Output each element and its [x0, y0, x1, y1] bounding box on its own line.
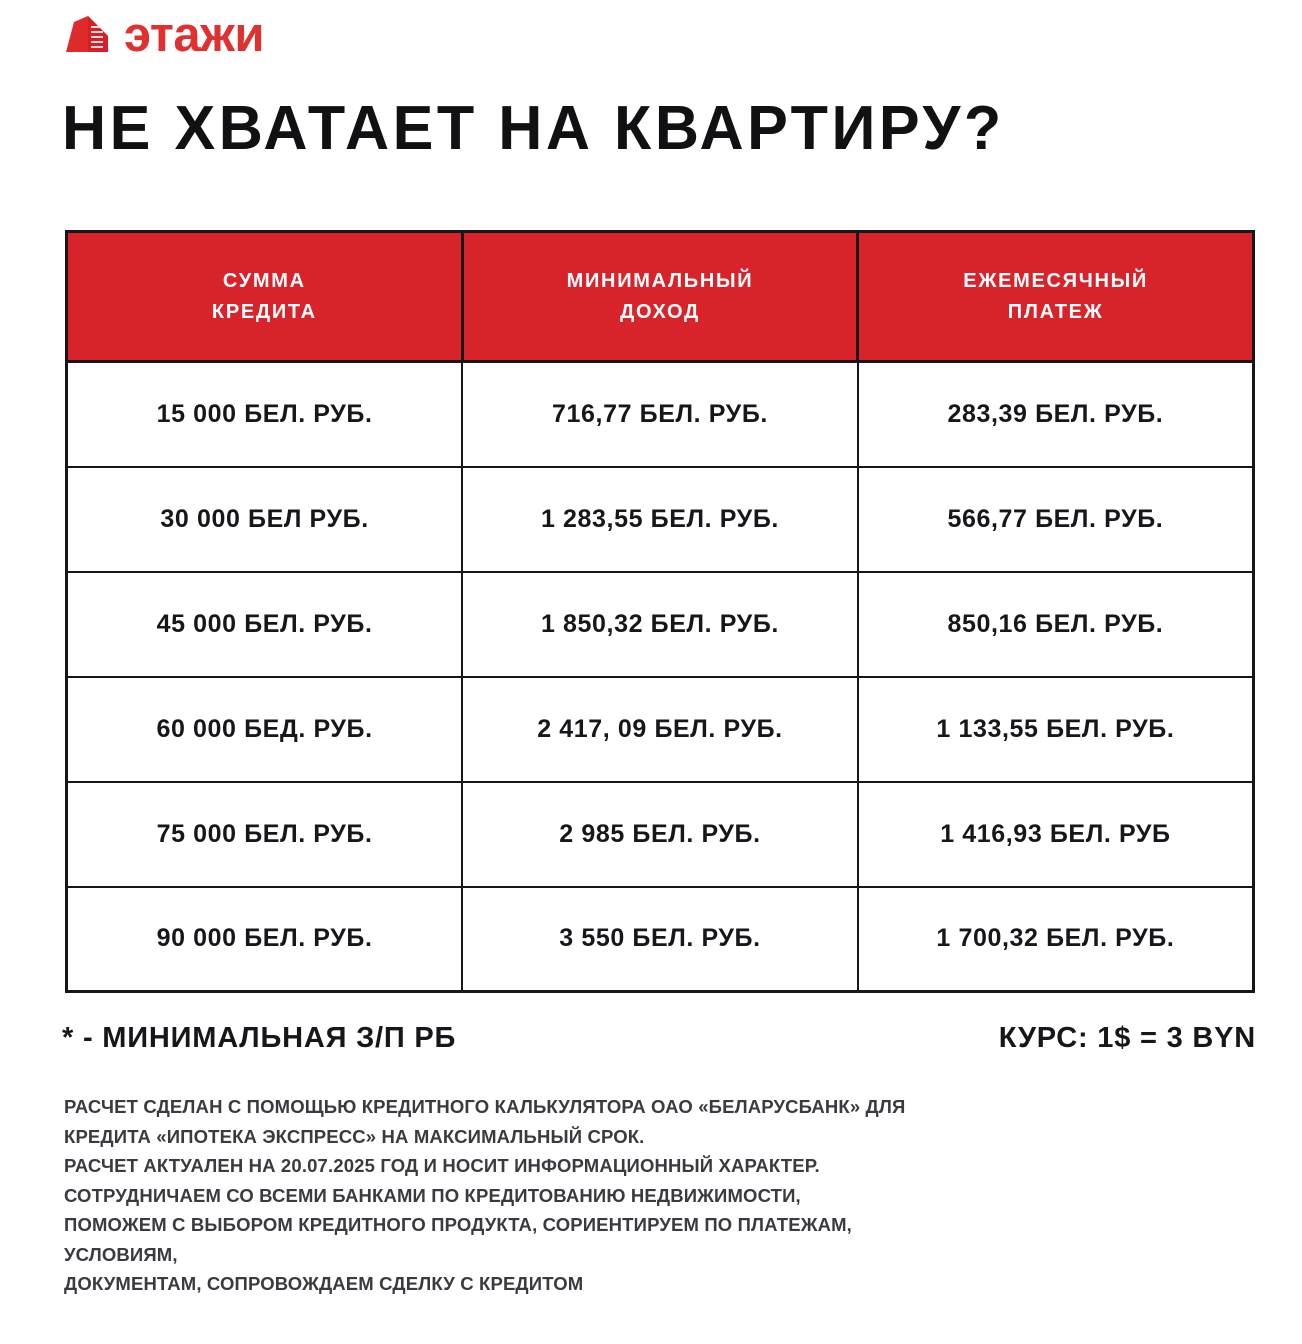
table-header-row: СУММА КРЕДИТА МИНИМАЛЬНЫЙ ДОХОД ЕЖЕМЕСЯЧ… — [66, 231, 1254, 363]
table-row: 60 000 БЕД. РУБ. 2 417, 09 БЕЛ. РУБ. 1 1… — [66, 675, 1254, 783]
table-row: 75 000 БЕЛ. РУБ. 2 985 БЕЛ. РУБ. 1 416,9… — [66, 780, 1254, 888]
disclaimer-line: РАСЧЕТ АКТУАЛЕН НА 20.07.2025 ГОД И НОСИ… — [64, 1155, 820, 1176]
cell-monthly-payment: 1 133,55 БЕЛ. РУБ. — [856, 675, 1254, 783]
cell-monthly-payment: 283,39 БЕЛ. РУБ. — [856, 360, 1254, 468]
column-header-monthly-payment: ЕЖЕМЕСЯЧНЫЙ ПЛАТЕЖ — [856, 231, 1254, 363]
brand-logo[interactable]: этажи — [62, 6, 265, 62]
brand-name: этажи — [124, 7, 265, 62]
table-row: 45 000 БЕЛ. РУБ. 1 850,32 БЕЛ. РУБ. 850,… — [66, 570, 1254, 678]
disclaimer-line: РАСЧЕТ СДЕЛАН С ПОМОЩЬЮ КРЕДИТНОГО КАЛЬК… — [64, 1096, 906, 1117]
cell-monthly-payment: 1 700,32 БЕЛ. РУБ. — [856, 885, 1254, 992]
cell-minimum-income: 3 550 БЕЛ. РУБ. — [461, 885, 859, 992]
table-row: 30 000 БЕЛ РУБ. 1 283,55 БЕЛ. РУБ. 566,7… — [66, 465, 1254, 573]
cell-minimum-income: 2 985 БЕЛ. РУБ. — [461, 780, 859, 888]
cell-loan-amount: 30 000 БЕЛ РУБ. — [66, 465, 464, 573]
cell-minimum-income: 1 283,55 БЕЛ. РУБ. — [461, 465, 859, 573]
column-header-line2: ПЛАТЕЖ — [1007, 300, 1104, 323]
cell-loan-amount: 75 000 БЕЛ. РУБ. — [66, 780, 464, 888]
column-header-line1: ЕЖЕМЕСЯЧНЫЙ — [963, 269, 1149, 292]
cell-monthly-payment: 850,16 БЕЛ. РУБ. — [856, 570, 1254, 678]
column-header-line2: ДОХОД — [620, 300, 700, 323]
credit-rate-table: СУММА КРЕДИТА МИНИМАЛЬНЫЙ ДОХОД ЕЖЕМЕСЯЧ… — [65, 230, 1255, 993]
etazhi-building-mark-icon — [62, 14, 112, 54]
cell-loan-amount: 60 000 БЕД. РУБ. — [66, 675, 464, 783]
cell-loan-amount: 45 000 БЕЛ. РУБ. — [66, 570, 464, 678]
disclaimer-line: ДОКУМЕНТАМ, СОПРОВОЖДАЕМ СДЕЛКУ С КРЕДИТ… — [64, 1273, 584, 1294]
cell-monthly-payment: 1 416,93 БЕЛ. РУБ — [856, 780, 1254, 888]
column-header-line2: КРЕДИТА — [211, 300, 317, 323]
table-row: 15 000 БЕЛ. РУБ. 716,77 БЕЛ. РУБ. 283,39… — [66, 360, 1254, 468]
cell-loan-amount: 15 000 БЕЛ. РУБ. — [66, 360, 464, 468]
column-header-minimum-income: МИНИМАЛЬНЫЙ ДОХОД — [460, 231, 860, 363]
column-header-loan-amount: СУММА КРЕДИТА — [66, 231, 464, 363]
column-header-line1: МИНИМАЛЬНЫЙ — [566, 269, 754, 292]
table-row: 90 000 БЕЛ. РУБ. 3 550 БЕЛ. РУБ. 1 700,3… — [66, 885, 1254, 992]
page-title: НЕ ХВАТАЕТ НА КВАРТИРУ? — [62, 94, 1005, 163]
disclaimer-block: РАСЧЕТ СДЕЛАН С ПОМОЩЬЮ КРЕДИТНОГО КАЛЬК… — [64, 1092, 1274, 1299]
footnote-minimum-salary: * - МИНИМАЛЬНАЯ З/П РБ — [62, 1022, 457, 1054]
cell-minimum-income: 716,77 БЕЛ. РУБ. — [461, 360, 859, 468]
disclaimer-line: ПОМОЖЕМ С ВЫБОРОМ КРЕДИТНОГО ПРОДУКТА, С… — [64, 1214, 852, 1235]
disclaimer-line: УСЛОВИЯМ, — [64, 1243, 178, 1265]
cell-minimum-income: 2 417, 09 БЕЛ. РУБ. — [461, 675, 859, 783]
cell-minimum-income: 1 850,32 БЕЛ. РУБ. — [461, 570, 859, 678]
footnote-exchange-rate: КУРС: 1$ = 3 BYN — [998, 1022, 1256, 1054]
column-header-line1: СУММА — [222, 269, 306, 292]
disclaimer-line: СОТРУДНИЧАЕМ СО ВСЕМИ БАНКАМИ ПО КРЕДИТО… — [64, 1184, 801, 1206]
footnote-row: * - МИНИМАЛЬНАЯ З/П РБ КУРС: 1$ = 3 BYN — [62, 1022, 1256, 1055]
cell-monthly-payment: 566,77 БЕЛ. РУБ. — [856, 465, 1254, 573]
disclaimer-line: КРЕДИТА «ИПОТЕКА ЭКСПРЕСС» НА МАКСИМАЛЬН… — [64, 1125, 645, 1147]
cell-loan-amount: 90 000 БЕЛ. РУБ. — [66, 885, 464, 992]
